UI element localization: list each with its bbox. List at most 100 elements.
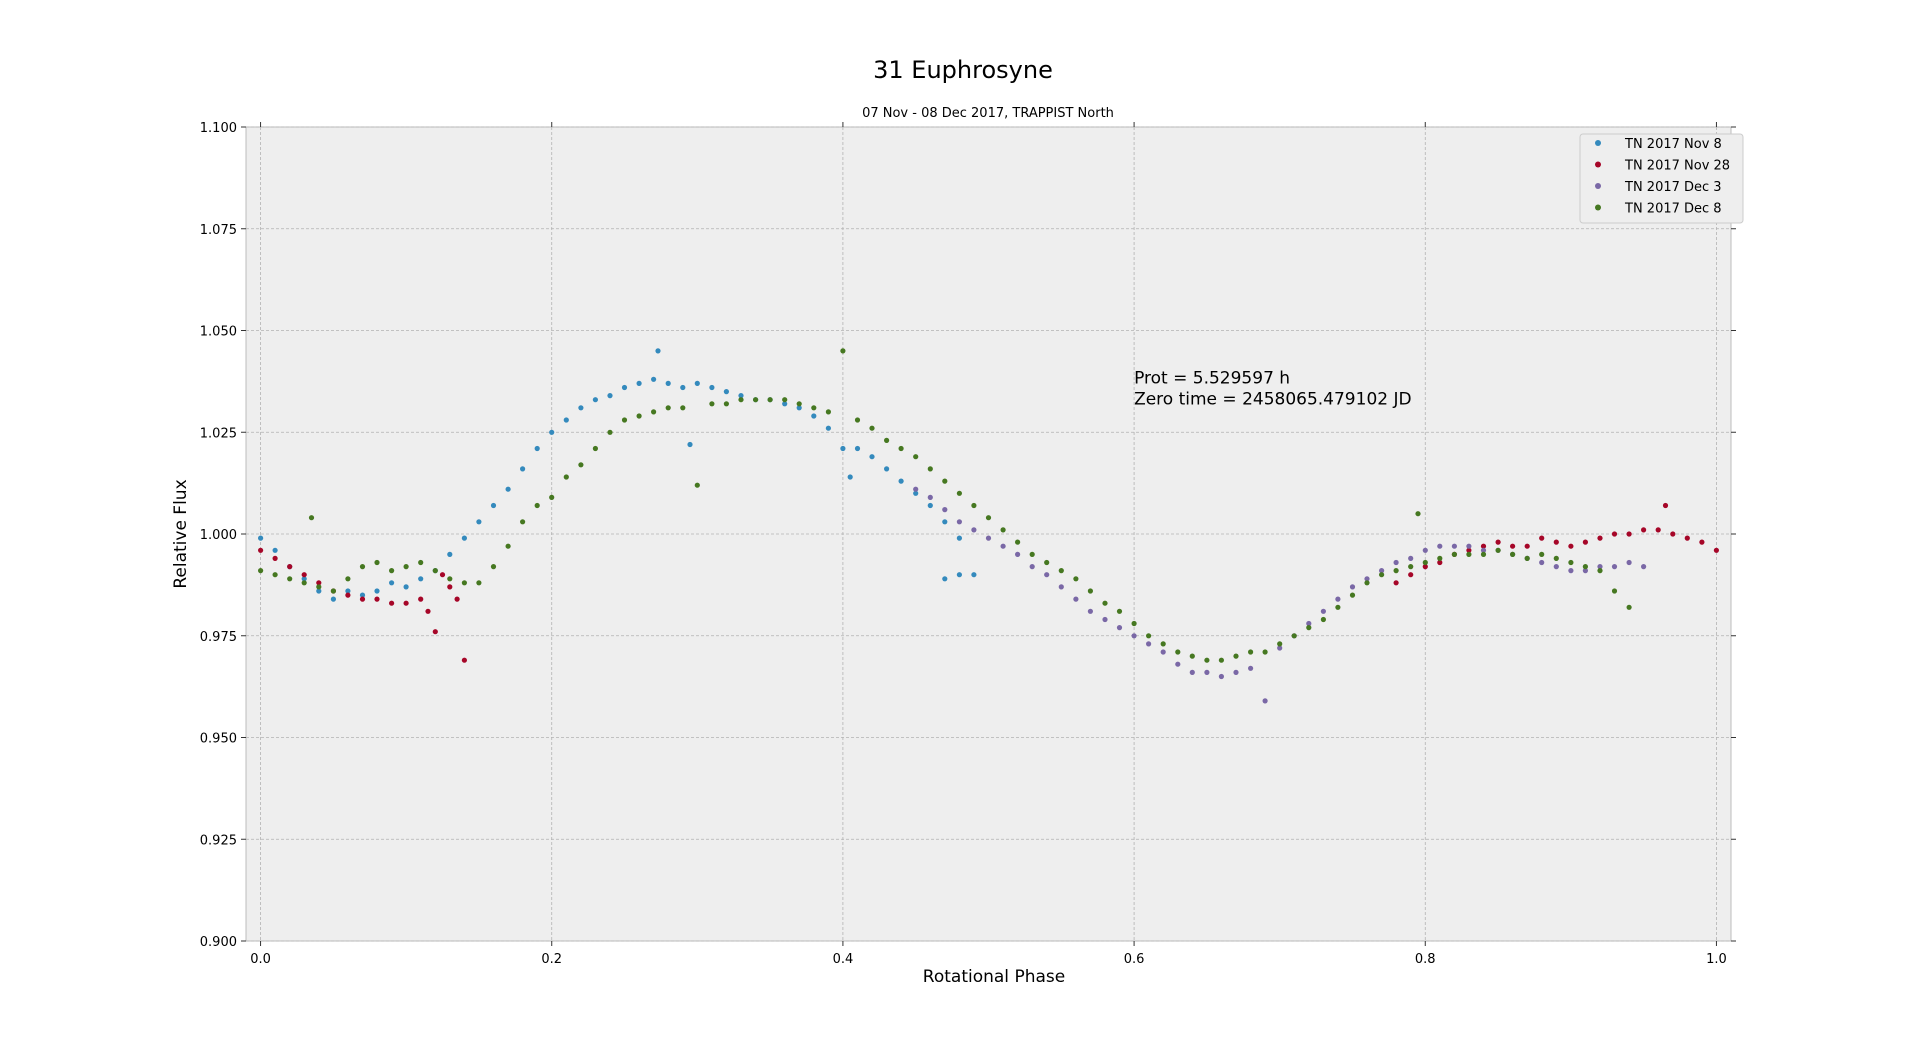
data-point	[563, 474, 569, 480]
data-point	[1349, 592, 1356, 598]
data-point	[636, 413, 642, 419]
legend-label: TN 2017 Nov 8	[1624, 137, 1722, 152]
data-point	[956, 535, 963, 541]
data-point	[1539, 535, 1545, 541]
data-point	[680, 405, 686, 411]
data-point	[1495, 539, 1501, 545]
y-tick-label: 1.000	[200, 528, 237, 543]
data-point	[359, 592, 366, 598]
data-point	[1451, 551, 1457, 558]
data-point	[258, 535, 264, 541]
data-point	[1277, 645, 1283, 651]
data-point	[1539, 551, 1545, 558]
data-point	[621, 417, 628, 423]
data-point	[1437, 543, 1443, 549]
data-point	[1000, 543, 1006, 549]
data-point	[1233, 653, 1239, 659]
data-point	[1306, 625, 1312, 631]
data-point	[1102, 616, 1108, 623]
data-point	[985, 515, 992, 521]
data-point	[439, 572, 446, 578]
data-point	[1466, 551, 1472, 558]
data-point	[272, 555, 278, 562]
data-point	[1437, 555, 1443, 562]
data-point	[520, 519, 526, 525]
x-tick-label: 0.8	[1415, 952, 1436, 967]
data-point	[753, 397, 759, 403]
data-point	[1364, 580, 1370, 586]
data-point	[898, 478, 904, 484]
data-point	[942, 576, 948, 582]
data-point	[956, 519, 963, 525]
data-point	[301, 580, 307, 586]
data-point	[1539, 559, 1545, 566]
data-point	[454, 596, 460, 602]
data-point	[1611, 588, 1618, 594]
data-point	[1611, 564, 1618, 570]
x-tick-label: 0.0	[250, 952, 271, 967]
data-point	[1320, 616, 1326, 623]
data-point	[971, 502, 977, 509]
data-point	[636, 380, 642, 386]
data-point	[1466, 543, 1472, 549]
data-point	[1015, 539, 1021, 545]
data-point	[1379, 568, 1385, 574]
data-point	[1524, 555, 1530, 562]
data-point	[825, 425, 832, 431]
data-point	[330, 596, 336, 602]
data-point	[1262, 649, 1268, 655]
data-point	[1408, 572, 1414, 578]
data-point	[447, 576, 453, 582]
data-point	[1408, 564, 1414, 570]
x-tick-label: 0.6	[1124, 952, 1145, 967]
data-point	[461, 657, 467, 663]
data-point	[1073, 596, 1079, 602]
chart-title: 31 Euphrosyne	[873, 56, 1053, 84]
data-point	[403, 600, 409, 606]
data-point	[490, 564, 497, 570]
data-point	[316, 580, 322, 586]
data-point	[549, 494, 555, 500]
data-point	[1175, 649, 1181, 655]
data-point	[345, 592, 351, 598]
data-point	[971, 572, 977, 578]
data-point	[1277, 641, 1283, 647]
data-point	[1662, 502, 1669, 509]
data-point	[1320, 608, 1326, 614]
data-point	[1044, 572, 1050, 578]
data-point	[418, 559, 424, 566]
data-point	[665, 405, 671, 411]
data-point	[403, 564, 409, 570]
data-point	[389, 600, 395, 606]
data-point	[1582, 568, 1588, 574]
y-tick-label: 1.025	[200, 426, 237, 441]
data-point	[1160, 649, 1166, 655]
data-point	[1189, 653, 1195, 659]
data-point	[490, 502, 497, 509]
data-point	[316, 584, 322, 590]
data-point	[1306, 620, 1312, 627]
data-point	[854, 417, 861, 423]
legend-marker	[1595, 161, 1601, 168]
data-point	[1015, 551, 1021, 558]
data-point	[1553, 555, 1559, 562]
data-point	[1233, 669, 1239, 676]
data-point	[847, 474, 853, 480]
data-point	[1248, 649, 1254, 655]
data-point	[534, 445, 540, 452]
data-point	[1058, 584, 1064, 590]
data-point	[694, 482, 700, 488]
data-point	[418, 596, 424, 602]
data-point	[476, 519, 482, 525]
data-point	[942, 478, 948, 484]
data-point	[1568, 568, 1574, 574]
data-point	[782, 397, 788, 403]
data-point	[534, 502, 540, 509]
data-point	[1160, 641, 1166, 647]
data-point	[1116, 608, 1123, 614]
data-point	[1087, 588, 1093, 594]
annotation-line: Prot = 5.529597 h	[1134, 368, 1290, 388]
data-point	[1451, 543, 1457, 549]
data-point	[680, 384, 686, 391]
